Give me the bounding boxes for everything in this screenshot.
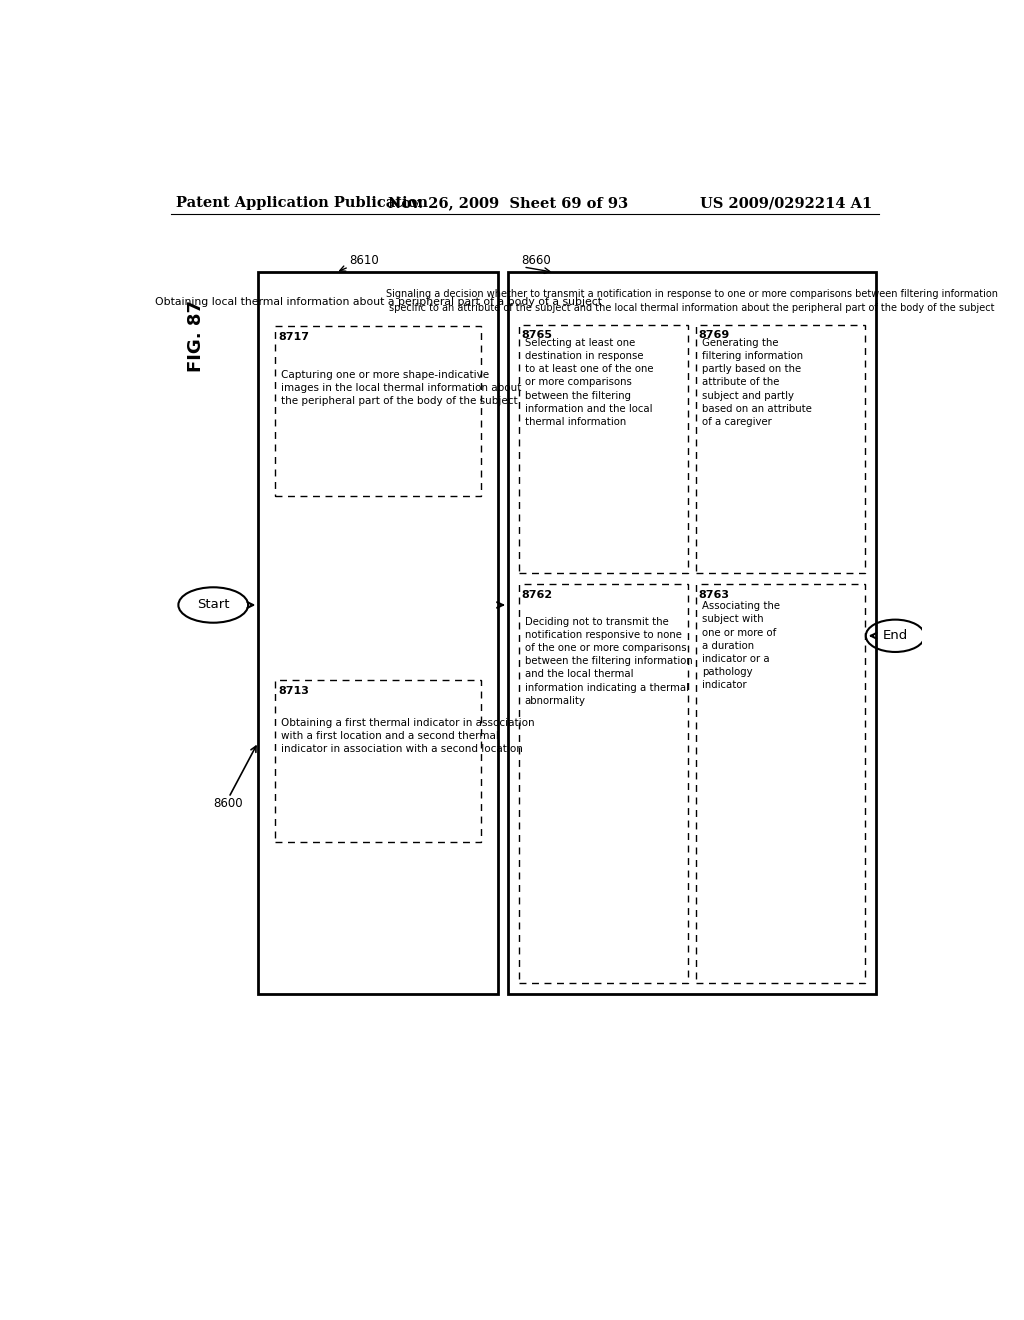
Text: Deciding not to transmit the
notification responsive to none
of the one or more : Deciding not to transmit the notificatio…	[524, 616, 692, 706]
Text: Patent Application Publication: Patent Application Publication	[176, 197, 428, 210]
Text: Selecting at least one
destination in response
to at least one of the one
or mor: Selecting at least one destination in re…	[524, 338, 653, 428]
Bar	[275, 326, 481, 496]
Text: 8717: 8717	[279, 333, 309, 342]
Bar	[508, 272, 876, 994]
Bar	[695, 325, 865, 573]
Text: Signaling a decision whether to transmit a notification in response to one or mo: Signaling a decision whether to transmit…	[386, 289, 997, 298]
Text: FIG. 87: FIG. 87	[187, 300, 205, 371]
Text: Capturing one or more shape-indicative
images in the local thermal information a: Capturing one or more shape-indicative i…	[282, 370, 522, 407]
Bar	[695, 585, 865, 983]
Text: specific to an attribute of the subject and the local thermal information about : specific to an attribute of the subject …	[389, 302, 994, 313]
Text: 8660: 8660	[521, 255, 551, 268]
Text: Start: Start	[197, 598, 229, 611]
Text: Obtaining local thermal information about a peripheral part of a body of a subje: Obtaining local thermal information abou…	[155, 297, 602, 306]
Text: Obtaining a first thermal indicator in association
with a first location and a s: Obtaining a first thermal indicator in a…	[282, 718, 536, 754]
Text: 8763: 8763	[698, 590, 730, 601]
Bar	[258, 272, 499, 994]
Text: 8713: 8713	[279, 686, 309, 696]
Text: Nov. 26, 2009  Sheet 69 of 93: Nov. 26, 2009 Sheet 69 of 93	[388, 197, 628, 210]
Bar	[518, 585, 688, 983]
Text: 8765: 8765	[521, 330, 553, 341]
Text: 8600: 8600	[213, 797, 243, 810]
Text: End: End	[883, 630, 908, 643]
Text: Generating the
filtering information
partly based on the
attribute of the
subjec: Generating the filtering information par…	[701, 338, 812, 428]
Text: US 2009/0292214 A1: US 2009/0292214 A1	[699, 197, 872, 210]
Text: 8610: 8610	[349, 255, 379, 268]
Bar	[518, 325, 688, 573]
Text: Associating the
subject with
one or more of
a duration
indicator or a
pathology
: Associating the subject with one or more…	[701, 601, 780, 690]
Text: 8769: 8769	[698, 330, 730, 341]
Bar	[275, 681, 481, 842]
Text: 8762: 8762	[521, 590, 553, 601]
